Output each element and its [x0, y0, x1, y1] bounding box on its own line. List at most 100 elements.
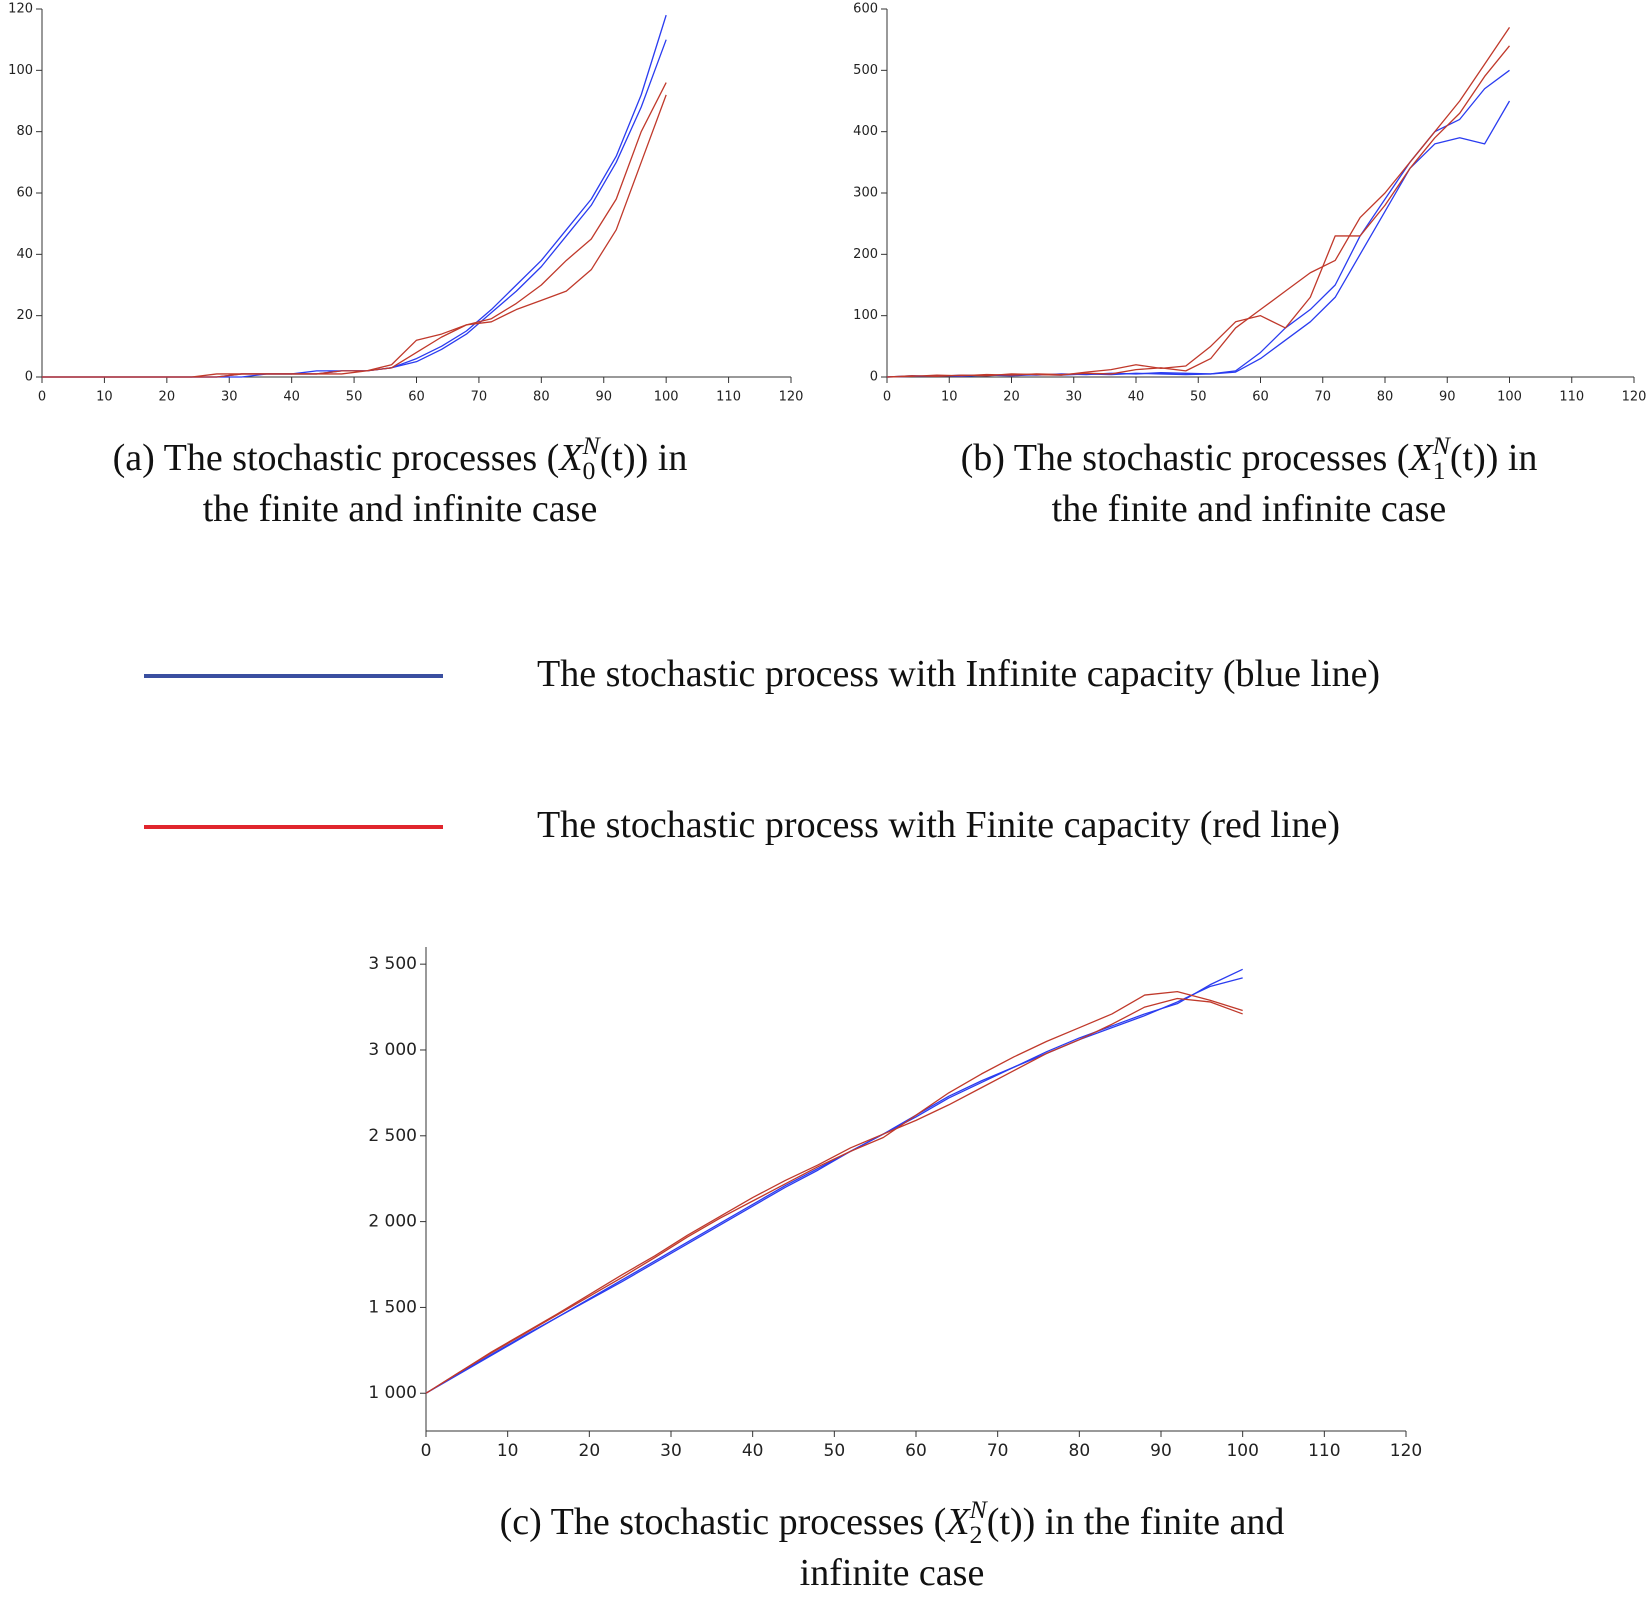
y-tick-label: 2 500 [368, 1126, 417, 1146]
caption-text: (c) The stochastic processes ( [499, 1501, 947, 1543]
x-tick-label: 90 [1150, 1441, 1172, 1461]
x-tick-label: 60 [905, 1441, 927, 1461]
y-tick-label: 80 [16, 124, 33, 139]
x-tick-label: 30 [221, 390, 238, 405]
x-tick-label: 110 [1308, 1441, 1340, 1461]
y-tick-label: 400 [853, 124, 878, 139]
x-tick-label: 10 [497, 1441, 519, 1461]
y-tick-label: 120 [8, 2, 33, 17]
caption-text: (t)) in [599, 437, 688, 479]
y-tick-label: 2 000 [368, 1212, 417, 1232]
y-tick-label: 60 [16, 186, 33, 201]
series-line [886, 69, 1510, 378]
x-tick-label: 0 [421, 1441, 432, 1461]
caption-line: (a) The stochastic processes (X N 0 (t)) in [113, 433, 688, 484]
x-tick-label: 80 [533, 390, 550, 405]
x-tick-label: 80 [1069, 1441, 1091, 1461]
x-tick-label: 100 [654, 390, 679, 405]
x-tick-label: 40 [742, 1441, 764, 1461]
series-line [425, 977, 1243, 1394]
caption-line: (b) The stochastic processes (X N 1 (t)) in [961, 433, 1538, 484]
caption-subscript: 2 [969, 1520, 983, 1550]
caption-line: the finite and infinite case [202, 487, 598, 530]
y-tick-label: 40 [16, 247, 33, 262]
x-tick-label: 120 [779, 390, 804, 405]
series-line [425, 997, 1243, 1394]
y-tick-label: 0 [25, 370, 33, 385]
x-tick-label: 110 [716, 390, 741, 405]
x-tick-label: 30 [1065, 390, 1082, 405]
caption-superscript: N [582, 431, 600, 461]
x-tick-label: 0 [883, 390, 891, 405]
x-tick-label: 60 [408, 390, 425, 405]
x-tick-label: 90 [1439, 390, 1456, 405]
x-tick-label: 60 [1252, 390, 1269, 405]
y-tick-label: 3 500 [368, 954, 417, 974]
caption: (b) The stochastic processes (X N 1 (t)) in… [961, 433, 1538, 534]
caption-superscript: N [969, 1495, 987, 1525]
x-tick-label: 70 [471, 390, 488, 405]
x-tick-label: 100 [1497, 390, 1522, 405]
x-tick-label: 80 [1377, 390, 1394, 405]
caption-symbol: X [1409, 437, 1433, 479]
x-tick-label: 50 [346, 390, 363, 405]
series-line [886, 45, 1511, 378]
series-line [886, 100, 1511, 378]
caption-line: infinite case [799, 1551, 985, 1594]
x-tick-label: 90 [595, 390, 612, 405]
y-tick-label: 0 [870, 370, 878, 385]
y-tick-label: 20 [16, 308, 33, 323]
x-tick-label: 0 [38, 390, 46, 405]
y-tick-label: 3 000 [368, 1040, 417, 1060]
caption-superscript: N [1432, 431, 1450, 461]
x-tick-label: 100 [1226, 1441, 1258, 1461]
y-tick-label: 600 [853, 2, 878, 17]
series-line [886, 27, 1511, 378]
legend-label: The stochastic process with Finite capac… [537, 804, 1341, 846]
legend-label: The stochastic process with Infinite cap… [537, 653, 1381, 695]
y-tick-label: 500 [853, 63, 878, 78]
x-tick-label: 20 [579, 1441, 601, 1461]
y-tick-label: 1 500 [368, 1297, 417, 1317]
y-tick-label: 300 [853, 186, 878, 201]
x-tick-label: 110 [1559, 390, 1584, 405]
caption-subscript: 0 [582, 456, 596, 486]
caption-text: (t)) in [1449, 437, 1538, 479]
caption-text: (b) The stochastic processes ( [960, 437, 1410, 479]
x-tick-label: 120 [1622, 390, 1647, 405]
caption: (c) The stochastic processes (X N 2 (t)) in… [500, 1497, 1285, 1598]
y-tick-label: 100 [8, 63, 33, 78]
series-line [42, 14, 667, 378]
x-tick-label: 40 [1128, 390, 1145, 405]
x-tick-label: 20 [1003, 390, 1020, 405]
x-tick-label: 70 [987, 1441, 1009, 1461]
y-tick-label: 1 000 [368, 1383, 417, 1403]
x-tick-label: 20 [159, 390, 176, 405]
caption-text: (t)) in the finite and [986, 1501, 1285, 1543]
y-tick-label: 200 [853, 247, 878, 262]
caption-symbol: X [946, 1501, 970, 1543]
series-line [42, 94, 667, 378]
series-line [425, 968, 1243, 1394]
caption-subscript: 1 [1432, 456, 1446, 486]
series-line [42, 82, 667, 378]
y-tick-label: 100 [853, 308, 878, 323]
x-tick-label: 10 [941, 390, 958, 405]
series-line [425, 990, 1243, 1394]
x-tick-label: 10 [96, 390, 113, 405]
x-tick-label: 70 [1314, 390, 1331, 405]
caption-text: (a) The stochastic processes ( [112, 437, 560, 479]
x-tick-label: 50 [1190, 390, 1207, 405]
x-tick-label: 40 [283, 390, 300, 405]
caption-symbol: X [559, 437, 583, 479]
series-line [42, 39, 667, 378]
x-tick-label: 50 [824, 1441, 846, 1461]
x-tick-label: 120 [1390, 1441, 1422, 1461]
caption-line: (c) The stochastic processes (X N 2 (t)) in… [500, 1497, 1285, 1548]
caption: (a) The stochastic processes (X N 0 (t)) in… [113, 433, 688, 534]
